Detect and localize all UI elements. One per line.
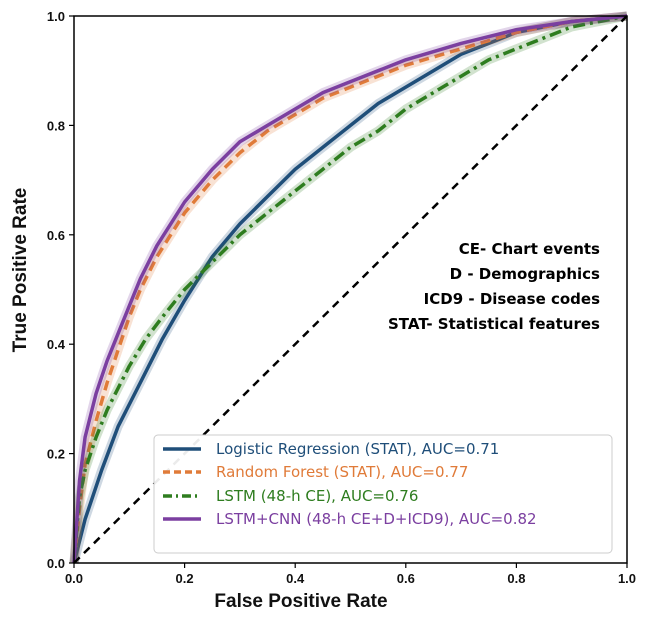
annotation-stat: STAT- Statistical features: [388, 315, 600, 333]
series-line-lstm-cnn: [72, 14, 628, 564]
y-tick-label: 0.8: [47, 118, 65, 133]
y-tick-label: 0.4: [47, 337, 66, 352]
annotation-icd9: ICD9 - Disease codes: [424, 290, 600, 308]
series-line-lstm: [72, 14, 628, 564]
series-line-random-forest: [72, 14, 628, 564]
x-tick-label: 0.0: [65, 571, 83, 586]
x-axis-label: False Positive Rate: [214, 591, 387, 612]
y-tick-label: 0.6: [47, 228, 65, 243]
y-tick-label: 1.0: [47, 9, 65, 24]
legend-label-logistic: Logistic Regression (STAT), AUC=0.71: [216, 440, 499, 458]
legend-label-random-forest: Random Forest (STAT), AUC=0.77: [216, 463, 468, 481]
legend-label-lstm: LSTM (48-h CE), AUC=0.76: [216, 487, 418, 505]
ticks-layer: 0.0 0.2 0.4 0.6 0.8 1.0 0.0 0.2 0.4 0.6 0.8 1.0: [47, 9, 636, 586]
x-tick-label: 0.2: [176, 571, 194, 586]
y-axis-label: True Positive Rate: [10, 188, 31, 353]
annotation-ce: CE- Chart events: [459, 240, 600, 258]
legend-label-lstm-cnn: LSTM+CNN (48-h CE+D+ICD9), AUC=0.82: [216, 510, 537, 528]
plot-frame: [73, 15, 628, 564]
annotation-block: CE- Chart events D - Demographics ICD9 -…: [388, 240, 600, 333]
legend-box: [153, 434, 613, 554]
series-layer: [69, 11, 628, 565]
x-tick-label: 0.6: [397, 571, 415, 586]
x-tick-label: 0.8: [507, 571, 525, 586]
x-tick-label: 1.0: [618, 571, 636, 586]
x-tick-label: 0.4: [286, 571, 305, 586]
y-tick-label: 0.2: [47, 447, 65, 462]
annotation-d: D - Demographics: [450, 265, 600, 283]
series-line-logistic-regression: [72, 14, 628, 564]
y-tick-label: 0.0: [47, 556, 65, 571]
legend: Logistic Regression (STAT), AUC=0.71 Ran…: [153, 434, 613, 554]
